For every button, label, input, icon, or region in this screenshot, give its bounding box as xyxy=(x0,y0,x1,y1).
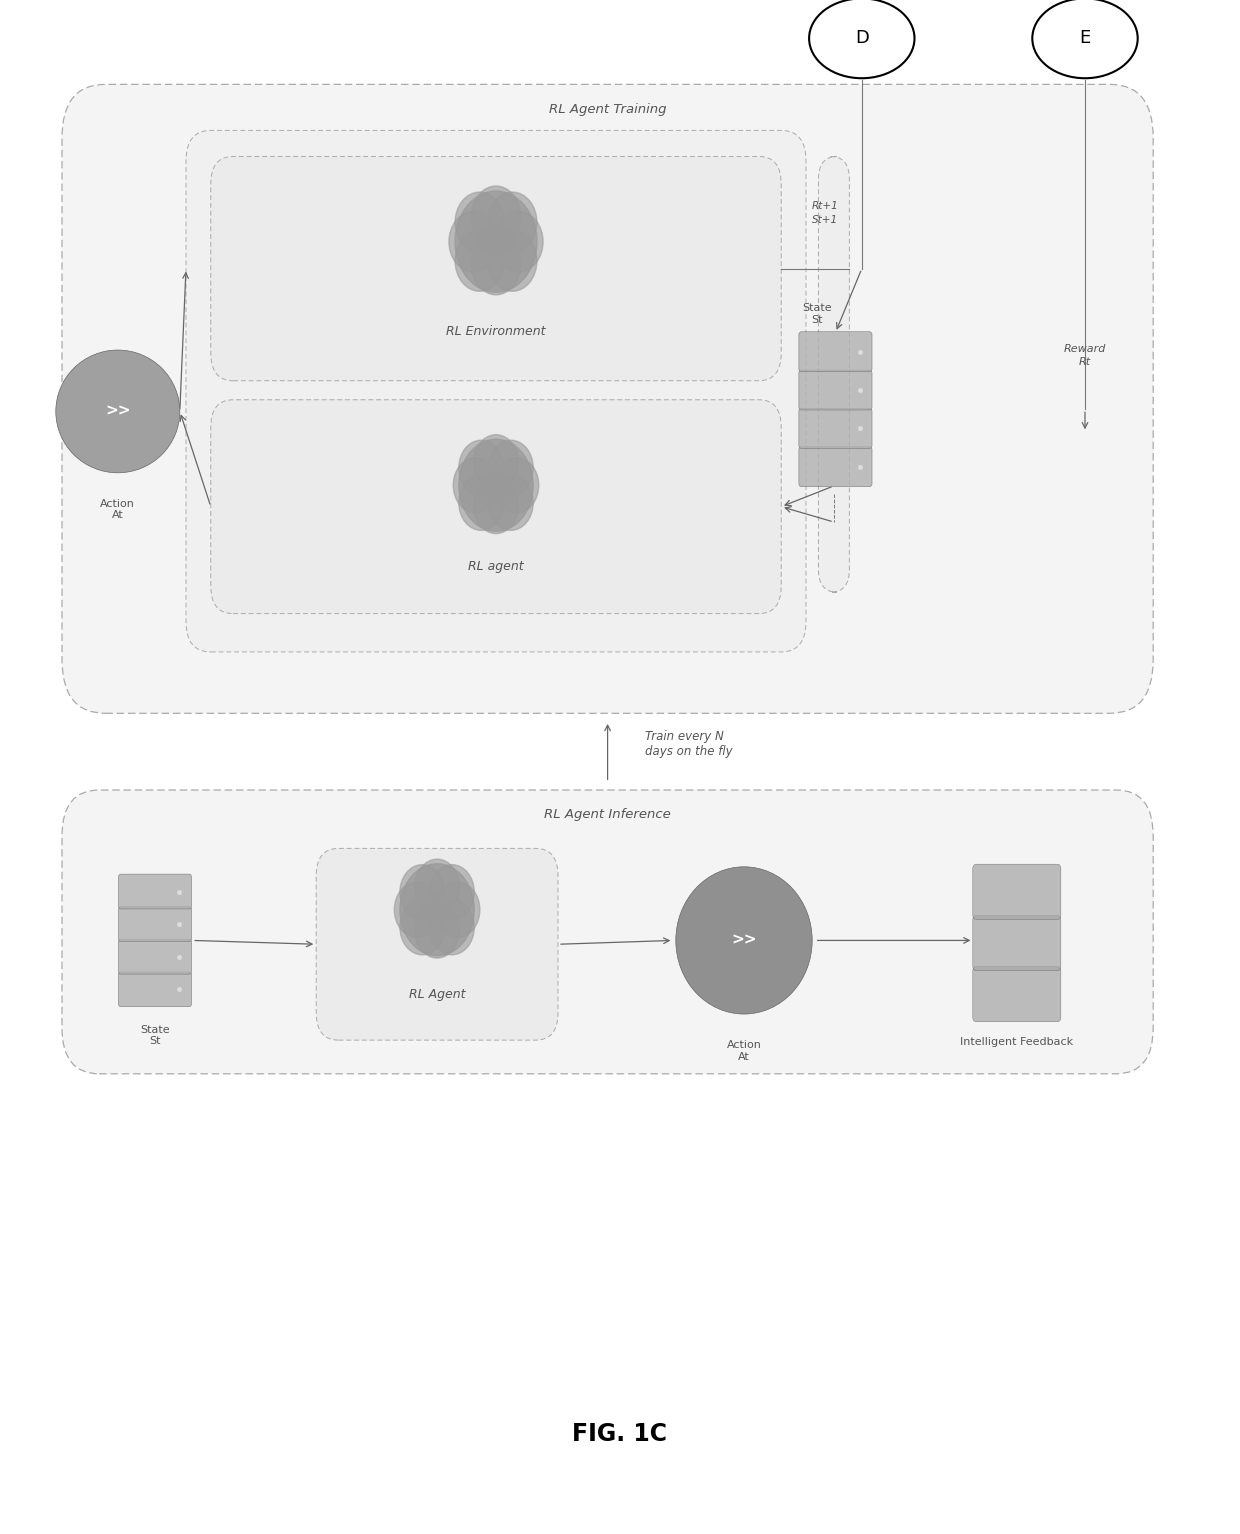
Text: Intelligent Feedback: Intelligent Feedback xyxy=(960,1037,1074,1048)
Circle shape xyxy=(430,899,475,954)
FancyBboxPatch shape xyxy=(972,966,1060,1022)
Text: Action
At: Action At xyxy=(100,499,135,520)
FancyBboxPatch shape xyxy=(799,408,872,448)
FancyBboxPatch shape xyxy=(119,973,191,1006)
Text: E: E xyxy=(1079,29,1091,48)
Circle shape xyxy=(449,212,498,272)
Text: FIG. 1C: FIG. 1C xyxy=(573,1422,667,1447)
FancyBboxPatch shape xyxy=(119,907,191,942)
Circle shape xyxy=(394,882,439,937)
Circle shape xyxy=(474,434,518,489)
Text: RL Environment: RL Environment xyxy=(446,325,546,337)
Circle shape xyxy=(489,440,533,495)
Text: RL Agent Inference: RL Agent Inference xyxy=(544,808,671,821)
FancyBboxPatch shape xyxy=(799,370,872,410)
Text: RL agent: RL agent xyxy=(469,560,523,574)
Circle shape xyxy=(471,235,521,295)
Ellipse shape xyxy=(56,350,180,472)
Circle shape xyxy=(471,186,521,247)
Circle shape xyxy=(455,192,505,253)
FancyBboxPatch shape xyxy=(62,790,1153,1074)
Text: D: D xyxy=(854,29,869,48)
Circle shape xyxy=(399,899,445,954)
Circle shape xyxy=(454,457,498,512)
Circle shape xyxy=(494,212,543,272)
Text: >>: >> xyxy=(732,933,756,948)
Circle shape xyxy=(399,864,474,956)
FancyBboxPatch shape xyxy=(972,916,1060,971)
FancyBboxPatch shape xyxy=(186,130,806,652)
Circle shape xyxy=(414,859,460,914)
Ellipse shape xyxy=(1032,0,1138,78)
Circle shape xyxy=(455,192,537,293)
Text: RL Agent: RL Agent xyxy=(409,988,465,1000)
FancyBboxPatch shape xyxy=(211,400,781,614)
Circle shape xyxy=(459,439,533,531)
Circle shape xyxy=(399,865,445,920)
Text: Rt+1
St+1: Rt+1 St+1 xyxy=(812,201,839,224)
Ellipse shape xyxy=(676,867,812,1014)
Text: Train every N
days on the fly: Train every N days on the fly xyxy=(645,730,733,758)
Circle shape xyxy=(414,904,460,959)
Ellipse shape xyxy=(808,0,915,78)
Text: RL Agent Training: RL Agent Training xyxy=(549,103,666,115)
Circle shape xyxy=(459,476,503,531)
Text: Reward
Rt: Reward Rt xyxy=(1064,344,1106,367)
Circle shape xyxy=(435,882,480,937)
FancyBboxPatch shape xyxy=(818,156,849,592)
FancyBboxPatch shape xyxy=(211,156,781,380)
FancyBboxPatch shape xyxy=(799,446,872,486)
FancyBboxPatch shape xyxy=(799,331,872,371)
Circle shape xyxy=(487,192,537,253)
Circle shape xyxy=(489,476,533,531)
Circle shape xyxy=(430,865,475,920)
Circle shape xyxy=(487,230,537,291)
FancyBboxPatch shape xyxy=(316,848,558,1040)
FancyBboxPatch shape xyxy=(972,864,1060,919)
FancyBboxPatch shape xyxy=(119,939,191,974)
Text: State
St: State St xyxy=(140,1025,170,1046)
Text: Action
At: Action At xyxy=(727,1040,761,1062)
Text: >>: >> xyxy=(105,403,130,419)
FancyBboxPatch shape xyxy=(119,874,191,910)
Text: State
St: State St xyxy=(802,304,832,325)
Circle shape xyxy=(494,457,539,512)
Circle shape xyxy=(459,440,503,495)
FancyBboxPatch shape xyxy=(62,84,1153,713)
Circle shape xyxy=(474,479,518,534)
Circle shape xyxy=(455,230,505,291)
